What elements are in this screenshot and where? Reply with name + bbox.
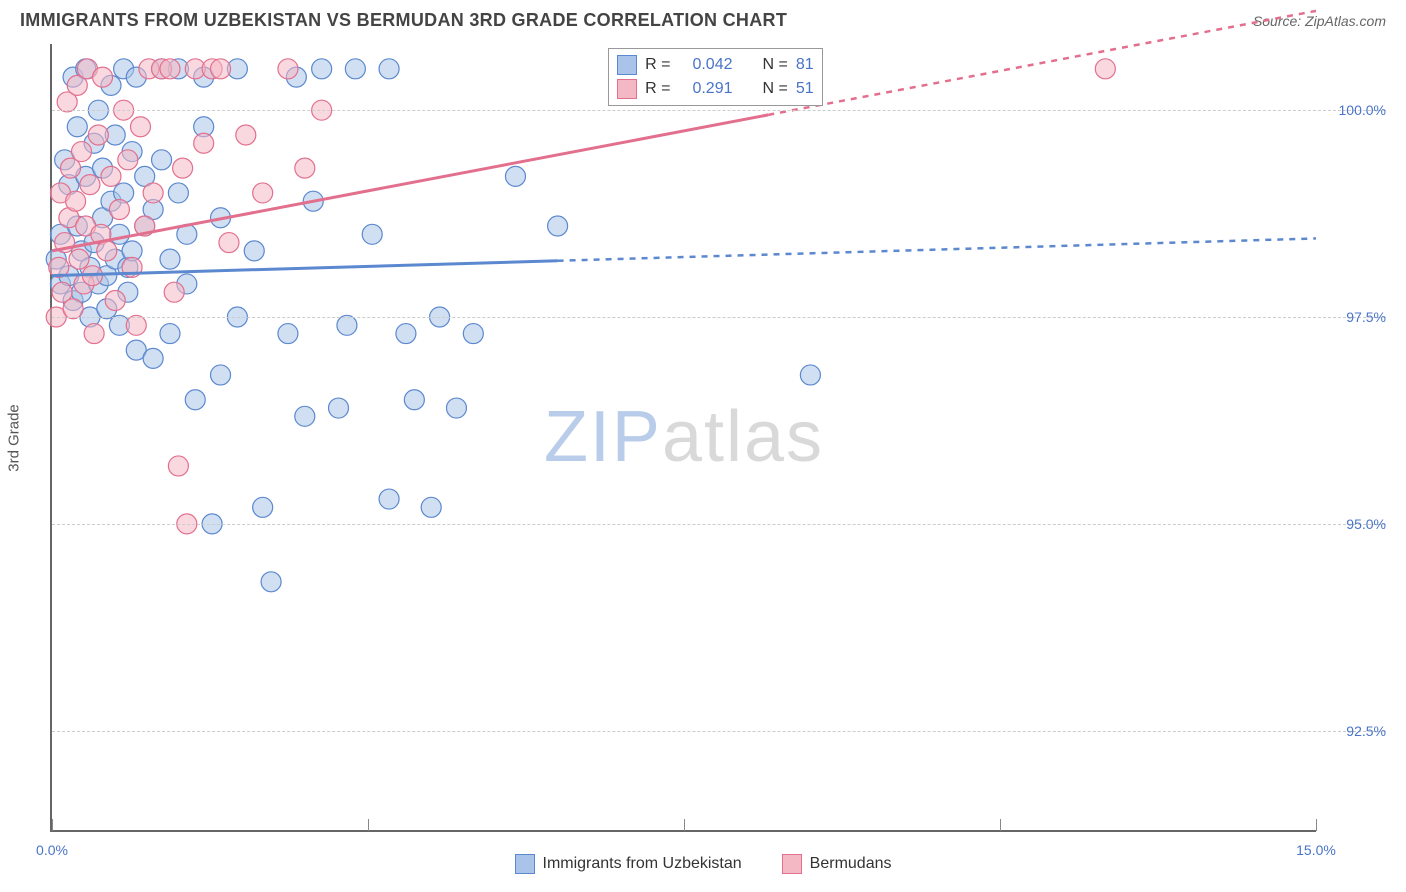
scatter-point: [548, 216, 568, 236]
trend-line-dashed: [558, 238, 1316, 260]
scatter-point: [101, 166, 121, 186]
scatter-point: [800, 365, 820, 385]
scatter-point: [88, 125, 108, 145]
scatter-point: [253, 183, 273, 203]
y-gridline: [52, 731, 1386, 732]
scatter-point: [93, 67, 113, 87]
y-tick-label: 97.5%: [1326, 309, 1386, 325]
scatter-point: [173, 158, 193, 178]
r-value: 0.291: [679, 80, 733, 98]
scatter-point: [118, 150, 138, 170]
scatter-point: [71, 142, 91, 162]
legend-label: Immigrants from Uzbekistan: [543, 855, 742, 873]
scatter-point: [143, 348, 163, 368]
scatter-point: [160, 249, 180, 269]
scatter-point: [80, 175, 100, 195]
legend-stat-row: R = 0.291 N = 51: [617, 77, 813, 101]
scatter-point: [66, 191, 86, 211]
scatter-point: [295, 406, 315, 426]
scatter-point: [404, 390, 424, 410]
scatter-point: [295, 158, 315, 178]
scatter-point: [505, 166, 525, 186]
chart-source: Source: ZipAtlas.com: [1253, 13, 1386, 29]
scatter-point: [211, 365, 231, 385]
scatter-point: [236, 125, 256, 145]
scatter-point: [278, 59, 298, 79]
y-tick-label: 100.0%: [1326, 102, 1386, 118]
x-tick: [684, 819, 685, 831]
bottom-legend: Immigrants from Uzbekistan Bermudans: [0, 854, 1406, 874]
scatter-point: [345, 59, 365, 79]
x-tick: [52, 819, 53, 831]
n-value: 51: [796, 80, 814, 98]
scatter-point: [379, 59, 399, 79]
scatter-point: [143, 183, 163, 203]
scatter-point: [1095, 59, 1115, 79]
scatter-point: [160, 324, 180, 344]
plot-svg: [52, 44, 1316, 830]
scatter-point: [253, 497, 273, 517]
scatter-point: [337, 315, 357, 335]
scatter-point: [69, 249, 89, 269]
scatter-point: [194, 133, 214, 153]
scatter-point: [446, 398, 466, 418]
r-label: R =: [645, 56, 670, 74]
scatter-point: [105, 290, 125, 310]
r-value: 0.042: [679, 56, 733, 74]
legend-swatch: [782, 854, 802, 874]
scatter-point: [379, 489, 399, 509]
y-axis-title: 3rd Grade: [6, 404, 23, 472]
legend-label: Bermudans: [810, 855, 892, 873]
scatter-point: [109, 199, 129, 219]
scatter-point: [160, 59, 180, 79]
r-label: R =: [645, 80, 670, 98]
scatter-point: [109, 224, 129, 244]
y-tick-label: 95.0%: [1326, 516, 1386, 532]
scatter-point: [152, 150, 172, 170]
scatter-point: [421, 497, 441, 517]
scatter-point: [396, 324, 416, 344]
scatter-point: [219, 233, 239, 253]
y-gridline: [52, 317, 1386, 318]
x-tick: [1316, 819, 1317, 831]
chart-title: IMMIGRANTS FROM UZBEKISTAN VS BERMUDAN 3…: [20, 10, 787, 31]
n-label: N =: [763, 56, 788, 74]
y-gridline: [52, 110, 1386, 111]
scatter-point: [278, 324, 298, 344]
n-value: 81: [796, 56, 814, 74]
legend-swatch: [515, 854, 535, 874]
chart-header: IMMIGRANTS FROM UZBEKISTAN VS BERMUDAN 3…: [0, 0, 1406, 37]
bottom-legend-item: Bermudans: [782, 854, 892, 874]
scatter-point: [312, 59, 332, 79]
scatter-point: [329, 398, 349, 418]
scatter-point: [261, 572, 281, 592]
plot-area: 3rd Grade ZIPatlas R =0.042N =81R =0.291…: [50, 44, 1386, 832]
legend-swatch: [617, 55, 637, 75]
x-tick: [1000, 819, 1001, 831]
scatter-point: [67, 117, 87, 137]
scatter-point: [168, 183, 188, 203]
scatter-point: [84, 324, 104, 344]
x-tick: [368, 819, 369, 831]
n-label: N =: [763, 80, 788, 98]
scatter-plot: ZIPatlas R =0.042N =81R =0.291N =51 92.5…: [50, 44, 1316, 832]
scatter-point: [97, 241, 117, 261]
bottom-legend-item: Immigrants from Uzbekistan: [515, 854, 742, 874]
y-tick-label: 92.5%: [1326, 723, 1386, 739]
scatter-point: [211, 59, 231, 79]
legend-stats-box: R = 0.042 N = 81 R = 0.291 N = 51: [608, 48, 822, 106]
legend-swatch: [617, 79, 637, 99]
trend-line-solid: [52, 115, 768, 251]
scatter-point: [126, 315, 146, 335]
scatter-point: [63, 299, 83, 319]
scatter-point: [362, 224, 382, 244]
legend-stat-row: R = 0.042 N = 81: [617, 53, 813, 77]
scatter-point: [463, 324, 483, 344]
scatter-point: [244, 241, 264, 261]
scatter-point: [130, 117, 150, 137]
scatter-point: [168, 456, 188, 476]
scatter-point: [164, 282, 184, 302]
scatter-point: [185, 390, 205, 410]
y-gridline: [52, 524, 1386, 525]
